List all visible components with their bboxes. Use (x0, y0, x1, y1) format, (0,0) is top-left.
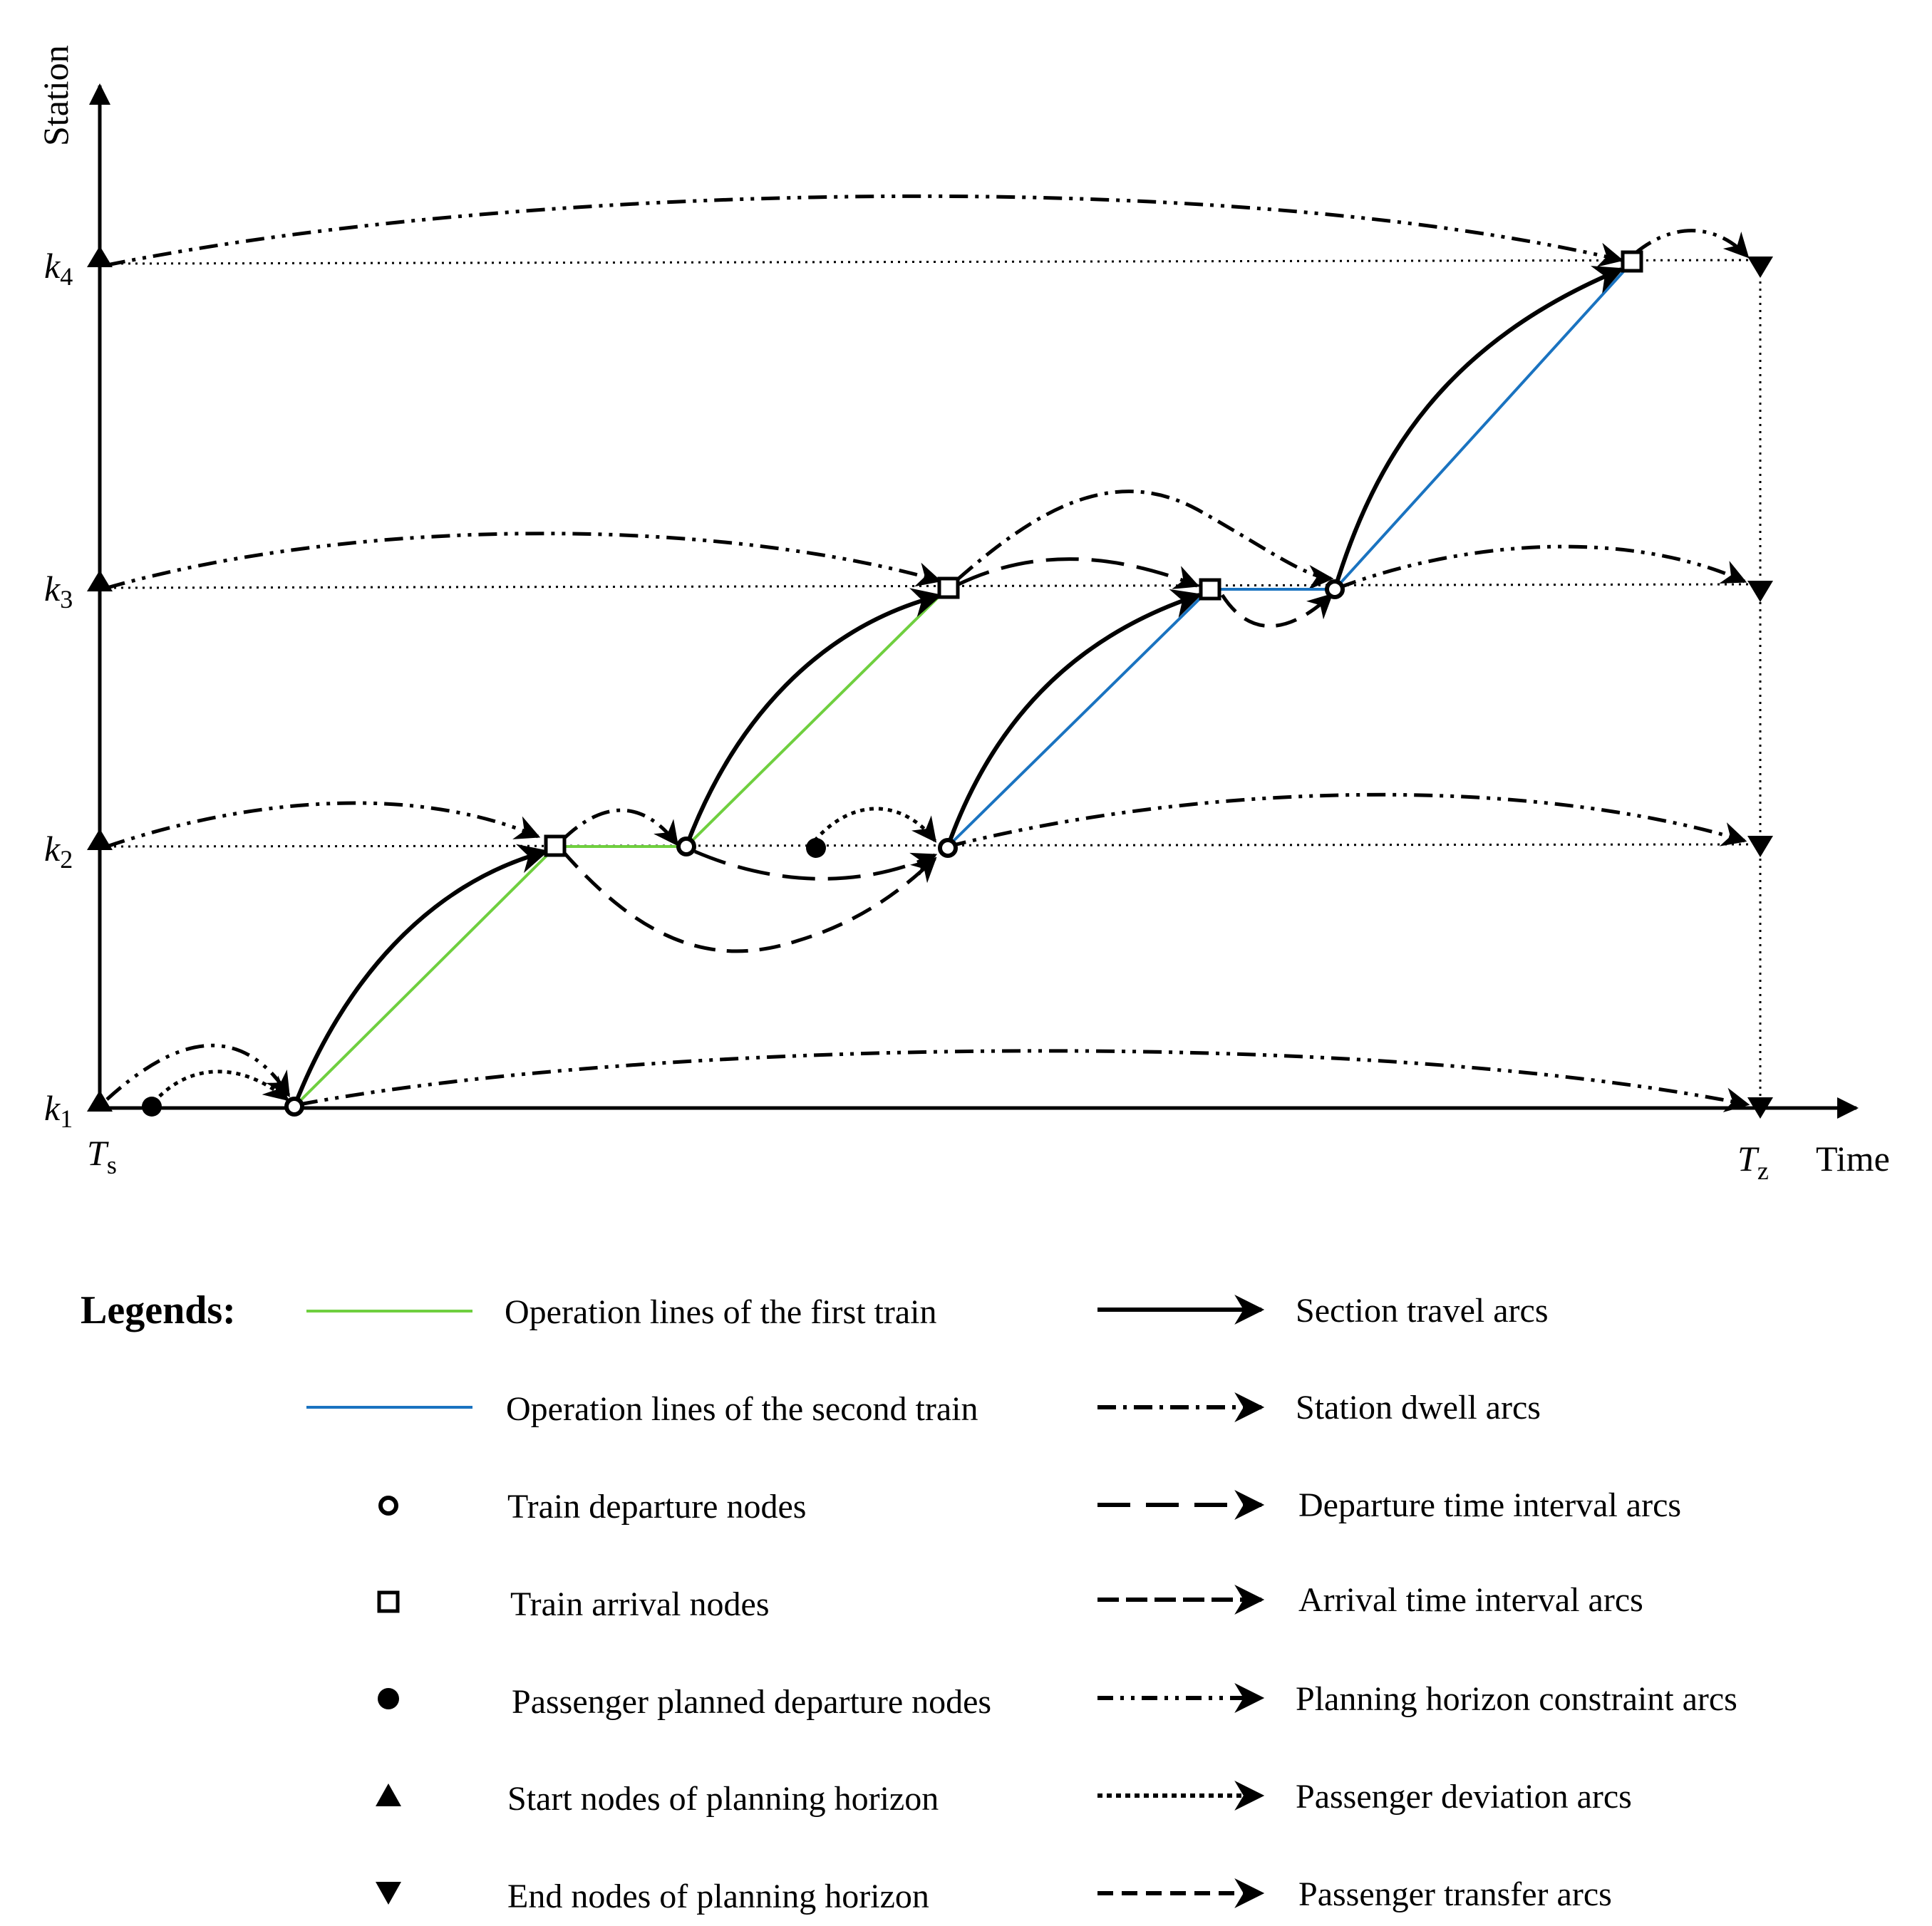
legend-label-arrival-nodes: Train arrival nodes (510, 1585, 770, 1623)
down-triangle-icon (376, 1882, 401, 1905)
y-axis-label: Station (36, 45, 76, 146)
legend-label-start-nodes: Start nodes of planning horizon (507, 1780, 939, 1818)
first-train-operation-line (293, 586, 949, 1108)
end-node-k1 (1747, 1097, 1773, 1119)
end-node-k2 (1747, 836, 1773, 857)
passenger-node-k2 (806, 838, 826, 858)
departure-node-k2-train2 (938, 838, 958, 858)
section-travel-arcs (292, 266, 1624, 1108)
arrival-node-k3-train1 (937, 576, 960, 599)
transfer-arc-k2 (562, 850, 937, 953)
horizon-arc-k4-end (1634, 229, 1750, 259)
start-node-k4 (87, 246, 113, 267)
horizon-arc-k3-start (106, 532, 942, 590)
departure-node-k2-train1 (676, 837, 696, 856)
time-start-label: Ts (87, 1133, 117, 1179)
legend-label-section-travel: Section travel arcs (1296, 1292, 1549, 1330)
station-guide-lines (99, 259, 1762, 1104)
legend-label-station-dwell: Station dwell arcs (1296, 1389, 1541, 1427)
dwell-arcs (562, 490, 1334, 846)
station-label-k1: k1 (44, 1088, 73, 1133)
deviation-arc-k2 (813, 807, 937, 843)
open-circle-icon (378, 1496, 398, 1516)
deviation-arc-k1 (152, 1070, 289, 1104)
x-axis-label: Time (1816, 1139, 1890, 1179)
station-label-k2: k2 (44, 829, 73, 874)
up-triangle-icon (376, 1783, 401, 1806)
station-label-k4: k4 (44, 246, 73, 291)
legend-title: Legends: (81, 1288, 236, 1332)
horizon-arc-k1-end (299, 1049, 1750, 1113)
nodes (87, 246, 1773, 1119)
legend-label-passenger-transfer: Passenger transfer arcs (1298, 1875, 1612, 1913)
station-label-k3: k3 (44, 569, 73, 613)
transfer-arcs (562, 593, 1333, 953)
end-node-k4 (1747, 257, 1773, 278)
legend-label-departure-nodes: Train departure nodes (507, 1488, 806, 1526)
travel-arc-train2-k3-k4 (1333, 266, 1624, 590)
start-node-k1 (87, 1090, 113, 1112)
legend-label-planning-horizon: Planning horizon constraint arcs (1296, 1680, 1737, 1718)
second-train-operation-line (946, 261, 1633, 848)
arrival-node-k4-train2 (1621, 250, 1643, 273)
departure-node-k1-train1 (284, 1097, 304, 1117)
legend-label-departure-interval: Departure time interval arcs (1298, 1486, 1681, 1524)
dwell-arc-k3-a (957, 490, 1334, 590)
end-node-k3 (1747, 581, 1773, 602)
legend-label-passenger-deviation: Passenger deviation arcs (1296, 1778, 1632, 1816)
horizon-arc-k3-end (1338, 544, 1747, 590)
filled-circle-icon (378, 1688, 399, 1709)
guide-line-k4 (99, 259, 1757, 265)
start-node-k2 (87, 829, 113, 850)
horizon-arc-k1-start (105, 1043, 291, 1101)
travel-arc-train1-k1-k2 (292, 844, 549, 1108)
departure-node-k3-train2 (1325, 579, 1345, 599)
guide-line-k2 (99, 843, 1757, 848)
axes: Station Time k1 k2 k3 k4 Ts Tz (36, 45, 1890, 1185)
arrival-node-k3-train2 (1199, 578, 1221, 601)
planning-horizon-arcs (105, 194, 1750, 1113)
guide-line-k3 (99, 583, 1757, 589)
passenger-node-k1 (142, 1097, 162, 1117)
open-square-icon (377, 1590, 400, 1613)
transfer-arc-k3 (1220, 593, 1333, 628)
passenger-deviation-arcs (152, 807, 937, 1104)
legend-label-passenger-nodes: Passenger planned departure nodes (512, 1683, 991, 1721)
travel-arc-train2-k2-k3 (946, 589, 1202, 848)
horizon-arc-k2-start (106, 801, 541, 849)
time-end-label: Tz (1737, 1139, 1769, 1185)
departure-interval-arc-k2 (694, 849, 938, 881)
horizon-arc-k2-end (947, 792, 1747, 849)
start-node-k3 (87, 570, 113, 591)
legend-label-end-nodes: End nodes of planning horizon (507, 1878, 929, 1915)
legend-label-arrival-interval: Arrival time interval arcs (1298, 1581, 1643, 1619)
legend: Legends: Operation lines of the first tr… (81, 1288, 1737, 1915)
arrival-interval-arc-k3 (957, 557, 1200, 589)
travel-arc-train1-k2-k3 (684, 588, 943, 848)
operation-lines (293, 261, 1633, 1108)
arrival-node-k2-train1 (544, 834, 567, 857)
legend-label-second-train: Operation lines of the second train (506, 1390, 978, 1428)
horizon-arc-k4-start (106, 194, 1624, 267)
dwell-arc-k2 (562, 808, 679, 846)
interval-arcs (694, 557, 1200, 881)
legend-label-first-train: Operation lines of the first train (505, 1293, 937, 1331)
